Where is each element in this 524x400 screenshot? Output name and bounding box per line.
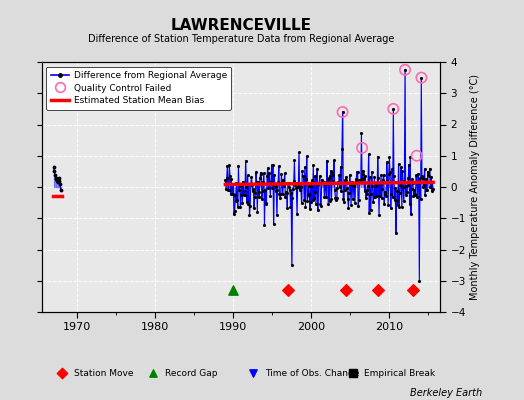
Text: Difference of Station Temperature Data from Regional Average: Difference of Station Temperature Data f… bbox=[88, 34, 394, 44]
Point bbox=[149, 370, 158, 376]
Point bbox=[358, 145, 366, 151]
Text: Empirical Break: Empirical Break bbox=[365, 368, 435, 378]
Text: LAWRENCEVILLE: LAWRENCEVILLE bbox=[170, 18, 312, 33]
Y-axis label: Monthly Temperature Anomaly Difference (°C): Monthly Temperature Anomaly Difference (… bbox=[470, 74, 480, 300]
Point bbox=[412, 152, 421, 159]
Point bbox=[401, 67, 409, 73]
Text: Station Move: Station Move bbox=[74, 368, 133, 378]
Point bbox=[342, 287, 351, 293]
Point bbox=[229, 287, 237, 293]
Point bbox=[389, 106, 398, 112]
Point bbox=[283, 287, 292, 293]
Text: Berkeley Earth: Berkeley Earth bbox=[410, 388, 482, 398]
Point bbox=[348, 370, 357, 376]
Point bbox=[58, 370, 66, 376]
Point bbox=[249, 370, 257, 376]
Point bbox=[409, 287, 417, 293]
Point bbox=[417, 74, 425, 81]
Point bbox=[374, 287, 382, 293]
Legend: Difference from Regional Average, Quality Control Failed, Estimated Station Mean: Difference from Regional Average, Qualit… bbox=[47, 66, 231, 110]
Text: Record Gap: Record Gap bbox=[166, 368, 218, 378]
Point bbox=[339, 109, 347, 115]
Text: Time of Obs. Change: Time of Obs. Change bbox=[265, 368, 359, 378]
